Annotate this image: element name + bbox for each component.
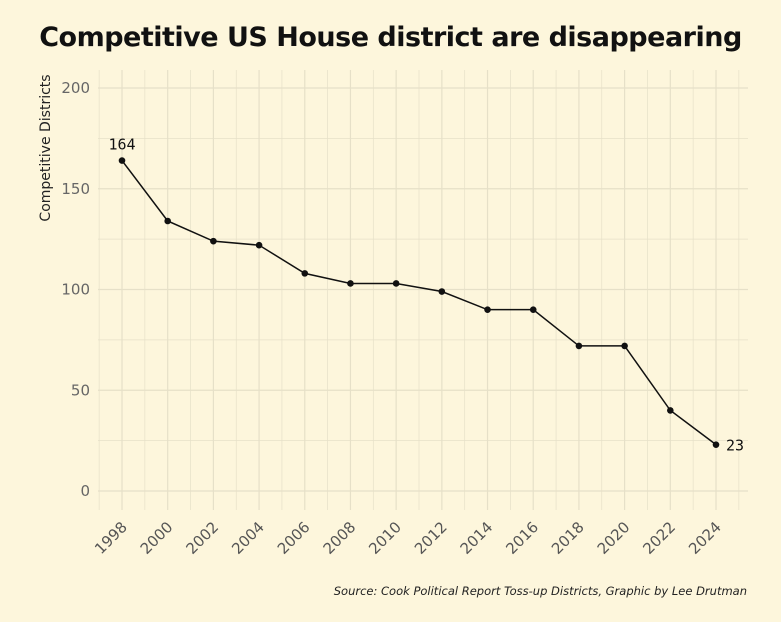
data-point — [712, 441, 720, 448]
x-tick-label: 2010 — [365, 518, 405, 558]
data-point — [529, 306, 537, 313]
y-axis-ticks: 0 50 100 150 200 — [61, 79, 90, 500]
chart-title: Competitive US House district are disapp… — [39, 22, 742, 53]
data-label: 23 — [726, 437, 744, 455]
data-point — [255, 241, 263, 249]
y-tick-label: 0 — [80, 482, 90, 500]
data-point — [301, 270, 309, 277]
data-point — [347, 280, 354, 287]
data-point — [575, 342, 583, 350]
data-point — [484, 306, 491, 313]
y-axis-label: Competitive Districts — [38, 74, 54, 221]
source-note: Source: Cook Political Report Toss-up Di… — [333, 584, 747, 598]
x-tick-label: 2018 — [548, 518, 588, 558]
x-tick-label: 2006 — [274, 518, 314, 558]
x-axis-ticks: 1998 2000 2002 2004 2006 2008 2010 2012 2014 2016… — [91, 518, 725, 558]
x-tick-label: 2014 — [457, 518, 497, 558]
x-tick-label: 1998 — [91, 518, 131, 558]
data-point — [164, 217, 171, 225]
x-tick-label: 2020 — [594, 518, 634, 558]
y-tick-label: 150 — [61, 180, 90, 198]
series-line — [121, 160, 717, 446]
data-point — [438, 288, 446, 295]
x-tick-label: 2002 — [182, 518, 222, 558]
annotations: 164 23 — [108, 136, 744, 455]
x-tick-label: 2012 — [411, 518, 451, 558]
y-tick-label: 50 — [71, 381, 90, 399]
data-point — [392, 280, 400, 287]
data-point — [667, 407, 674, 414]
x-tick-label: 2008 — [320, 518, 360, 558]
y-tick-label: 200 — [61, 79, 90, 97]
x-tick-label: 2016 — [502, 518, 542, 558]
x-tick-label: 2000 — [137, 518, 177, 558]
y-tick-label: 100 — [61, 281, 90, 299]
series-group — [118, 157, 720, 448]
data-label: 164 — [108, 136, 135, 154]
data-point — [621, 342, 628, 350]
x-tick-label: 2022 — [639, 518, 679, 558]
data-point — [118, 157, 126, 164]
data-point — [210, 237, 217, 245]
x-tick-label: 2024 — [685, 518, 725, 558]
x-tick-label: 2004 — [228, 518, 268, 558]
grid-lines — [98, 70, 748, 510]
